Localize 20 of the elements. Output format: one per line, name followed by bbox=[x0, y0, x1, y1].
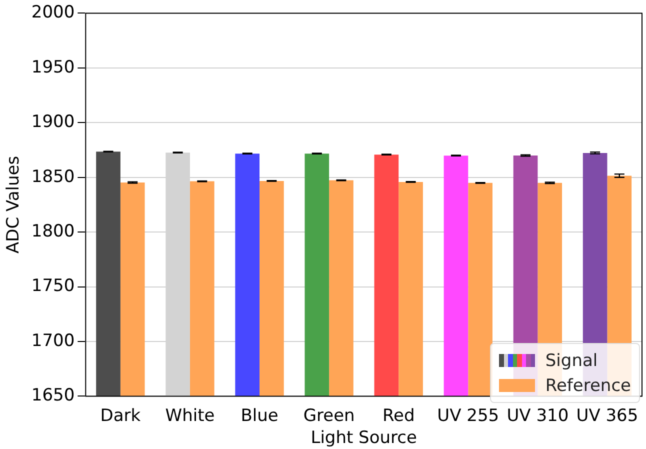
y-tick-label: 1950 bbox=[31, 57, 75, 78]
y-axis-title: ADC Values bbox=[4, 156, 24, 254]
x-tick-label: UV 310 bbox=[506, 406, 569, 426]
y-tick-label: 1850 bbox=[31, 166, 75, 187]
y-tick-label: 1900 bbox=[31, 112, 75, 132]
y-tick-label: 1700 bbox=[31, 330, 75, 351]
y-tick-label: 1650 bbox=[31, 386, 75, 406]
y-tick-label: 2000 bbox=[31, 2, 75, 23]
x-tick-label: Red bbox=[382, 406, 415, 426]
x-tick-label: Blue bbox=[240, 406, 278, 426]
legend-label: Signal bbox=[545, 350, 598, 370]
x-tick-label: Dark bbox=[100, 406, 141, 426]
x-tick-label: Green bbox=[303, 406, 355, 426]
y-tick-label: 1800 bbox=[31, 221, 75, 242]
y-tick-label: 1750 bbox=[31, 276, 75, 296]
legend-label: Reference bbox=[545, 376, 631, 396]
x-tick-label: UV 255 bbox=[437, 406, 500, 426]
x-axis-title: Light Source bbox=[310, 428, 417, 448]
x-tick-label: White bbox=[165, 406, 215, 426]
x-tick-label: UV 365 bbox=[576, 406, 638, 426]
